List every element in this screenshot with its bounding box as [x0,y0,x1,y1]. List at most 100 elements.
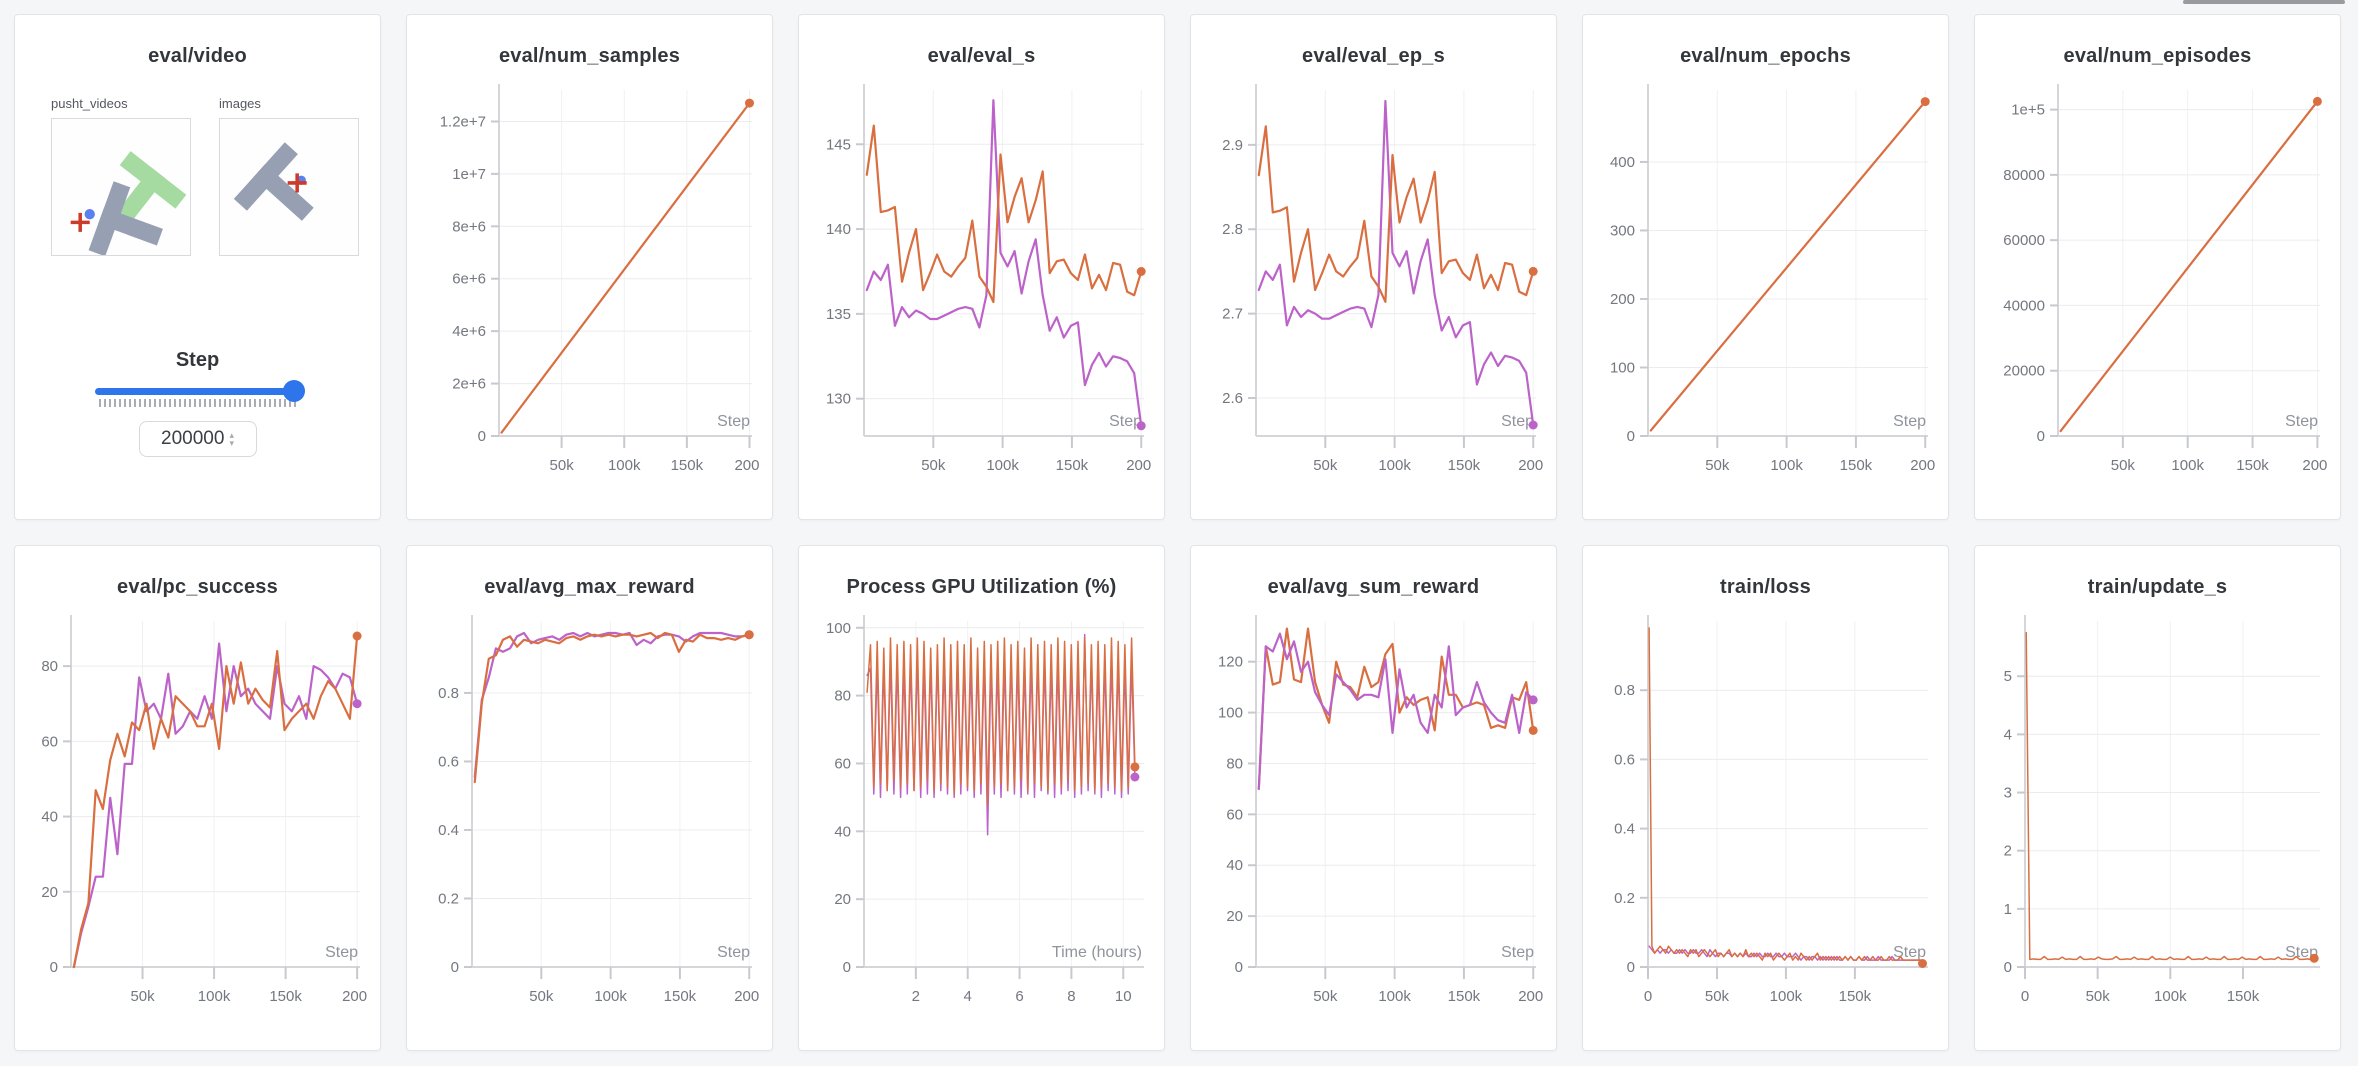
svg-text:150k: 150k [2227,988,2260,1005]
svg-text:0.8: 0.8 [438,685,459,702]
svg-text:0: 0 [2037,428,2045,445]
svg-text:50k: 50k [1705,457,1730,474]
svg-text:60: 60 [834,755,851,772]
slider-track[interactable] [94,380,305,402]
horizontal-scrollbar-thumb[interactable] [2183,0,2345,4]
line-chart[interactable]: 130 135 140 145 50k 100k 150k 200 Step [809,74,1154,486]
svg-text:5: 5 [2004,668,2012,685]
gray-tee-block [88,181,163,257]
gray-tee-block [233,142,314,221]
line-chart[interactable]: 0 100 200 300 400 50k 100k 150k 200 Step [1593,74,1938,486]
panel-process-gpu-utilization: Process GPU Utilization (%) 0 20 40 60 80 100… [798,545,1165,1051]
svg-text:40000: 40000 [2003,297,2045,314]
svg-text:0: 0 [1235,959,1243,976]
slider-thumb[interactable] [282,380,305,402]
panel-train-loss: train/loss 0 0.2 0.4 0.6 0.8 0 50k 100k 150k Step [1582,545,1949,1051]
svg-text:20: 20 [41,884,58,901]
svg-text:60000: 60000 [2003,232,2045,249]
svg-text:50k: 50k [130,988,155,1005]
panel-eval-eval-s: eval/eval_s 130 135 140 145 50k 100k 150k 200 St… [798,14,1165,520]
svg-text:Step: Step [2285,944,2318,961]
svg-text:200: 200 [1910,457,1935,474]
svg-text:6: 6 [1015,988,1023,1005]
images-thumbnail[interactable] [219,118,359,256]
chevron-up-icon[interactable]: ▴ [229,430,234,440]
line-chart[interactable]: 0 20000 40000 60000 80000 1e+5 50k 100k 150k 200 S… [1985,74,2330,486]
svg-text:3: 3 [2004,785,2012,802]
step-input[interactable]: 200000 ▴ ▾ [138,421,257,457]
agent-dot [84,209,95,220]
svg-text:40: 40 [1226,857,1243,874]
line-chart[interactable]: 0 20 40 60 80 100 2 4 6 8 10 Time (hours) [809,605,1154,1017]
svg-text:Time (hours): Time (hours) [1052,944,1142,961]
svg-text:80: 80 [41,658,58,675]
svg-text:150k: 150k [269,988,302,1005]
svg-text:Step: Step [717,413,750,430]
line-chart[interactable]: 2.6 2.7 2.8 2.9 50k 100k 150k 200 Step [1201,74,1546,486]
panel-eval-video: eval/video pusht_videos images [14,14,381,520]
step-stepper[interactable]: ▴ ▾ [229,430,234,448]
svg-text:150k: 150k [1840,457,1873,474]
svg-text:50k: 50k [921,457,946,474]
goal-cross-icon [287,173,307,193]
svg-text:50k: 50k [2111,457,2136,474]
svg-text:4: 4 [2004,726,2012,743]
line-chart[interactable]: 0 2e+6 4e+6 6e+6 8e+6 1e+7 1.2e+7 50k 100k 150k 20… [417,74,762,486]
svg-text:50k: 50k [1705,988,1730,1005]
svg-text:100: 100 [826,620,851,637]
svg-text:50k: 50k [2086,988,2111,1005]
svg-text:100k: 100k [986,457,1019,474]
media-label: images [219,96,261,111]
svg-text:150k: 150k [664,988,697,1005]
svg-text:Step: Step [1109,413,1142,430]
step-value[interactable]: 200000 [161,428,225,449]
media-label: pusht_videos [51,96,128,111]
media-row: pusht_videos images [51,96,380,261]
svg-text:4: 4 [964,988,972,1005]
svg-text:100k: 100k [1770,988,1803,1005]
svg-text:135: 135 [826,306,851,323]
svg-text:100: 100 [1218,705,1243,722]
svg-text:150k: 150k [671,457,704,474]
svg-text:50k: 50k [550,457,575,474]
slider-tick-marks [98,399,297,407]
panel-title: train/update_s [2087,576,2228,598]
svg-text:100k: 100k [2171,457,2204,474]
svg-text:200: 200 [1518,457,1543,474]
svg-text:2.9: 2.9 [1222,137,1243,154]
line-chart[interactable]: 0 20 40 60 80 50k 100k 150k 200 Step [25,605,370,1017]
panel-eval-num-episodes: eval/num_episodes 0 20000 40000 60000 80000 1… [1974,14,2341,520]
svg-text:Step: Step [1501,413,1534,430]
panel-title: eval/num_samples [498,45,681,67]
svg-text:50k: 50k [529,988,554,1005]
line-chart[interactable]: 0 1 2 3 4 5 0 50k 100k 150k Step [1985,605,2330,1017]
svg-text:Step: Step [717,944,750,961]
svg-text:80: 80 [834,688,851,705]
svg-text:0: 0 [478,428,486,445]
media-item-images: images [219,96,359,261]
svg-text:0: 0 [843,959,851,976]
panel-title: eval/avg_sum_reward [1267,576,1480,598]
chevron-down-icon[interactable]: ▾ [229,438,234,448]
svg-text:100k: 100k [1378,988,1411,1005]
step-heading: Step [175,349,220,371]
svg-text:400: 400 [1610,154,1635,171]
svg-text:100k: 100k [608,457,641,474]
svg-text:1.2e+7: 1.2e+7 [440,113,486,130]
svg-text:300: 300 [1610,222,1635,239]
step-slider[interactable] [94,380,305,407]
line-chart[interactable]: 0 0.2 0.4 0.6 0.8 50k 100k 150k 200 Step [417,605,762,1017]
svg-text:150k: 150k [1056,457,1089,474]
svg-text:120: 120 [1218,654,1243,671]
pusht-video-thumbnail[interactable] [51,118,191,257]
svg-text:Step: Step [1893,413,1926,430]
svg-text:0: 0 [1627,428,1635,445]
svg-text:0: 0 [451,959,459,976]
svg-text:1e+7: 1e+7 [452,166,486,183]
svg-text:0: 0 [2004,959,2012,976]
svg-text:2e+6: 2e+6 [452,376,486,393]
svg-text:0: 0 [50,959,58,976]
svg-text:20: 20 [1226,908,1243,925]
line-chart[interactable]: 0 20 40 60 80 100 120 50k 100k 150k 200 Step [1201,605,1546,1017]
